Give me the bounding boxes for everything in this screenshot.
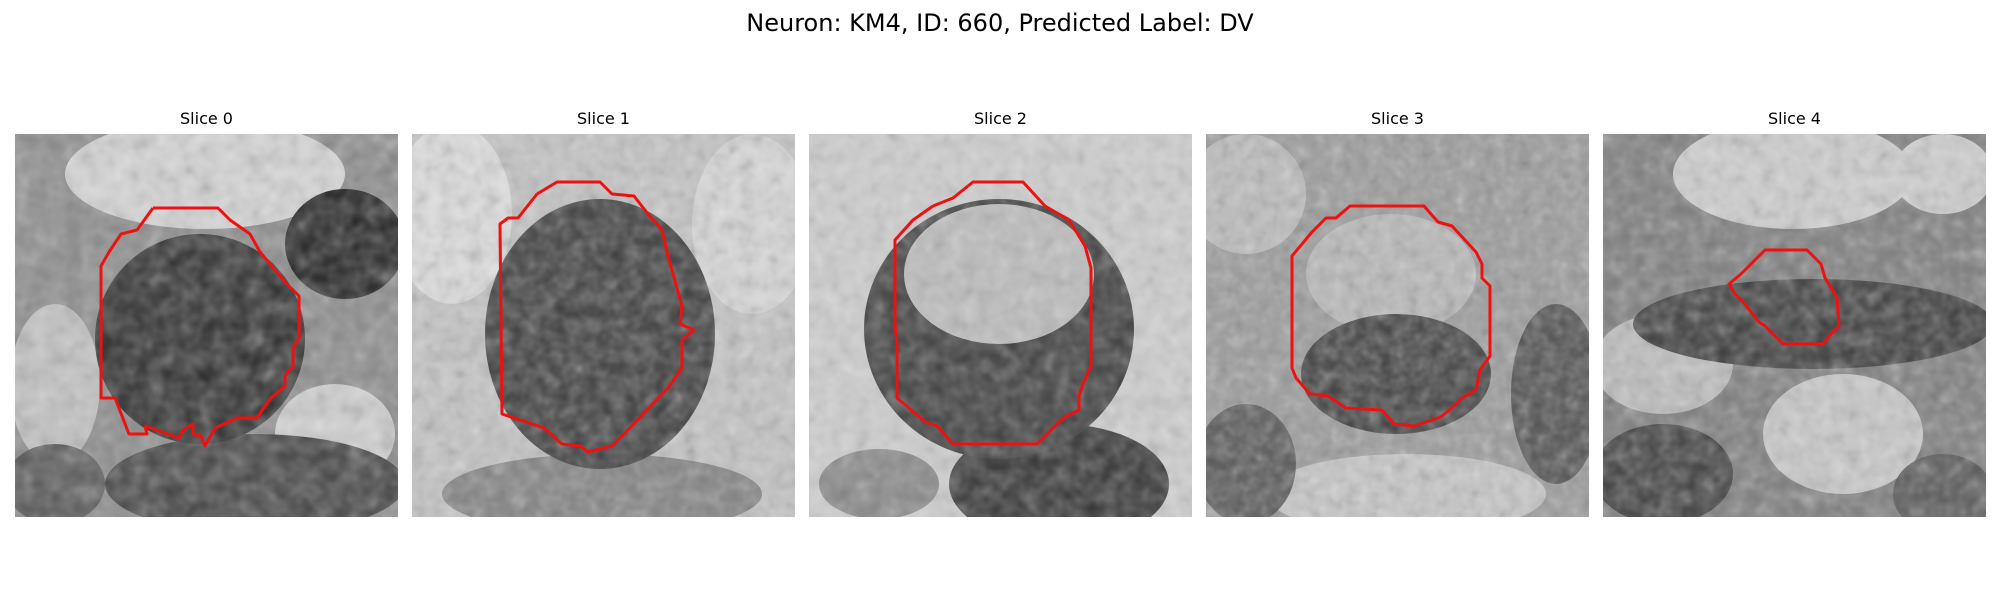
slice-image [15,134,398,517]
texture [1206,134,1589,517]
texture [1603,134,1986,517]
texture [809,134,1192,517]
slice-title: Slice 0 [15,108,398,130]
figure-title: Neuron: KM4, ID: 660, Predicted Label: D… [0,6,2000,40]
slice-image [412,134,795,517]
slice-image [1206,134,1589,517]
slice-image [809,134,1192,517]
slice-title: Slice 1 [412,108,795,130]
slice-title: Slice 3 [1206,108,1589,130]
slice-title: Slice 2 [809,108,1192,130]
slice-image [1603,134,1986,517]
slice-title: Slice 4 [1603,108,1986,130]
texture [15,134,398,517]
texture [412,134,795,517]
